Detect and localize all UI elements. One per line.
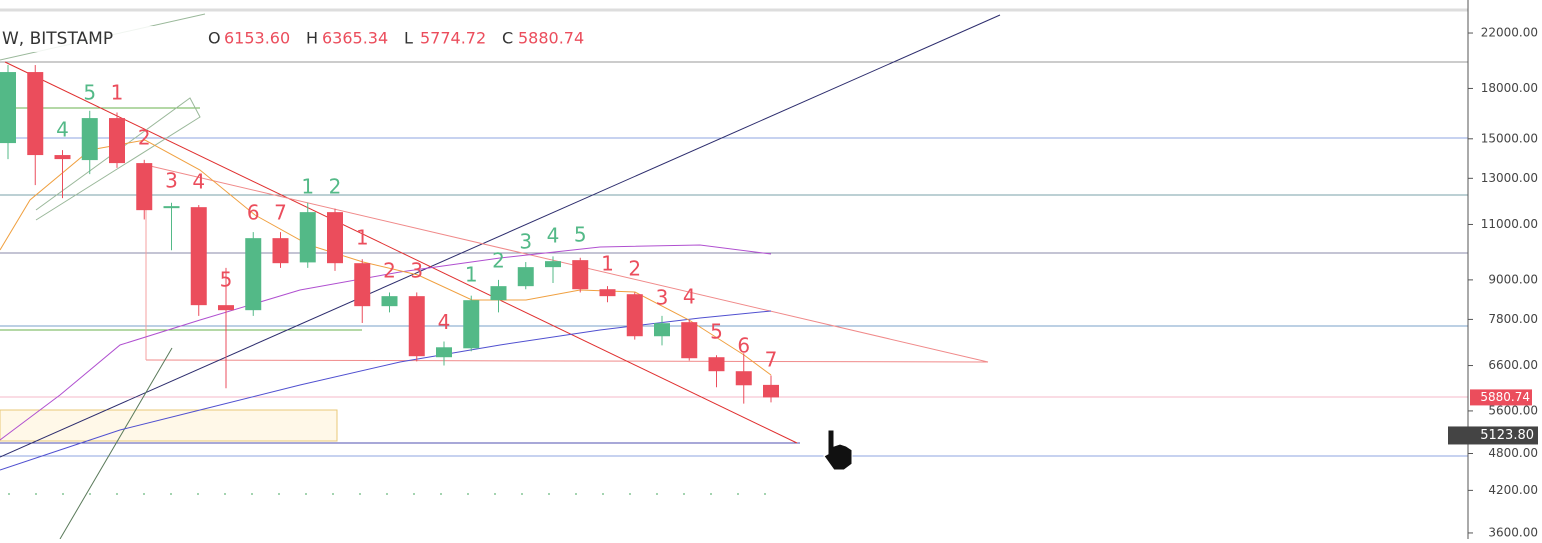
td-count: 1 [111, 81, 124, 105]
axis-labels: 22000.00 18000.00 15000.00 13000.00 11000.00… [1448, 26, 1538, 539]
crosshair-tag [1448, 426, 1538, 445]
candle-body [599, 289, 616, 297]
zone [0, 409, 338, 442]
ohlc-value: 5880.74 [518, 29, 584, 48]
candle-body [381, 296, 398, 307]
last-price-tag [1470, 389, 1532, 406]
candle-body [190, 207, 207, 306]
candle-body [545, 261, 561, 268]
candle-body [572, 260, 589, 290]
arrow [59, 347, 173, 540]
last-price-label: 5880.74 [1480, 390, 1530, 404]
candle-body [27, 72, 44, 156]
ohlc-key: H [306, 29, 318, 48]
cursor [823, 429, 853, 471]
y-tick-label: 4800.00 [1488, 446, 1538, 460]
td-count: 5 [83, 81, 96, 105]
td-count: 7 [765, 347, 778, 371]
y-tick-label: 11000.00 [1481, 217, 1538, 231]
td-count: 4 [547, 224, 560, 248]
candle-body [109, 118, 125, 164]
candle-body [681, 322, 698, 359]
candle-body [354, 263, 371, 307]
moving-average [0, 244, 772, 441]
symbol: W, BITSTAMP [2, 29, 113, 49]
td-count: 3 [656, 286, 669, 310]
candle-body [136, 163, 153, 211]
td-count: 5 [220, 268, 233, 292]
y-tick-label: 3600.00 [1488, 525, 1538, 539]
candle-body [81, 118, 98, 161]
td-count: 4 [438, 310, 451, 334]
td-count: 4 [683, 285, 696, 309]
candle-body [272, 238, 289, 264]
candle-body [218, 305, 234, 311]
td-count: 2 [628, 257, 641, 281]
candle-body [408, 296, 425, 357]
candle-body [436, 347, 452, 358]
td-count: 6 [247, 201, 260, 225]
ohlc-value: 6365.34 [322, 29, 388, 48]
candle-body [245, 238, 262, 311]
td-count: 1 [601, 252, 614, 276]
ohlc-value: 5774.72 [420, 29, 486, 48]
h-line [145, 359, 989, 363]
candle-body [327, 212, 343, 264]
td-count: 3 [519, 230, 532, 254]
td-count: 1 [301, 175, 314, 199]
td-count: 4 [56, 118, 69, 142]
td-count: 3 [165, 169, 178, 193]
y-tick-label: 22000.00 [1481, 26, 1538, 40]
td-count: 4 [192, 170, 205, 194]
candle-body [54, 155, 71, 160]
candle-body [0, 72, 16, 144]
candle-body [490, 286, 507, 301]
candle-body [626, 294, 643, 337]
trend-line [4, 61, 798, 444]
candle-body [463, 300, 480, 349]
y-tick-label: 7800.00 [1488, 312, 1538, 326]
ohlc-key: L [404, 29, 413, 48]
moving-average [0, 310, 772, 471]
header: W, BITSTAMP O 6153.60 H 6365.34 L 5774.72 C 588… [0, 26, 590, 52]
td-count: 5 [574, 223, 587, 247]
candle-body [163, 206, 180, 209]
drawings [0, 13, 1468, 540]
td-count: 2 [492, 249, 505, 273]
candle-body [654, 323, 670, 337]
price-axis [1468, 0, 1542, 539]
candle-body [763, 384, 779, 398]
y-tick-label: 15000.00 [1481, 131, 1538, 145]
trend-line [0, 14, 1001, 458]
td-count: 5 [710, 320, 723, 344]
td-count: 2 [383, 259, 396, 283]
ohlc-key: C [502, 29, 513, 48]
trend-line [145, 164, 989, 363]
y-tick-label: 6600.00 [1488, 358, 1538, 372]
candle-body [517, 267, 534, 287]
candle-body [299, 212, 316, 263]
candle-body [735, 371, 752, 386]
y-tick-label: 18000.00 [1481, 81, 1538, 95]
header-bg [0, 26, 590, 52]
ohlc-key: O [208, 29, 221, 48]
y-tick-label: 5600.00 [1488, 403, 1538, 417]
td-count: 1 [356, 226, 369, 250]
td-count: 1 [465, 263, 478, 287]
td-count: 3 [410, 259, 423, 283]
candle-body [708, 357, 725, 372]
ohlc-value: 6153.60 [224, 29, 290, 48]
y-tick-label: 13000.00 [1481, 171, 1538, 185]
td-count: 2 [329, 175, 342, 199]
td-count: 7 [274, 201, 287, 225]
y-tick-label: 9000.00 [1488, 272, 1538, 286]
td-count: 6 [737, 334, 750, 358]
td-count: 2 [138, 126, 151, 150]
crosshair-label: 5123.80 [1480, 428, 1534, 443]
y-tick-label: 4200.00 [1488, 483, 1538, 497]
